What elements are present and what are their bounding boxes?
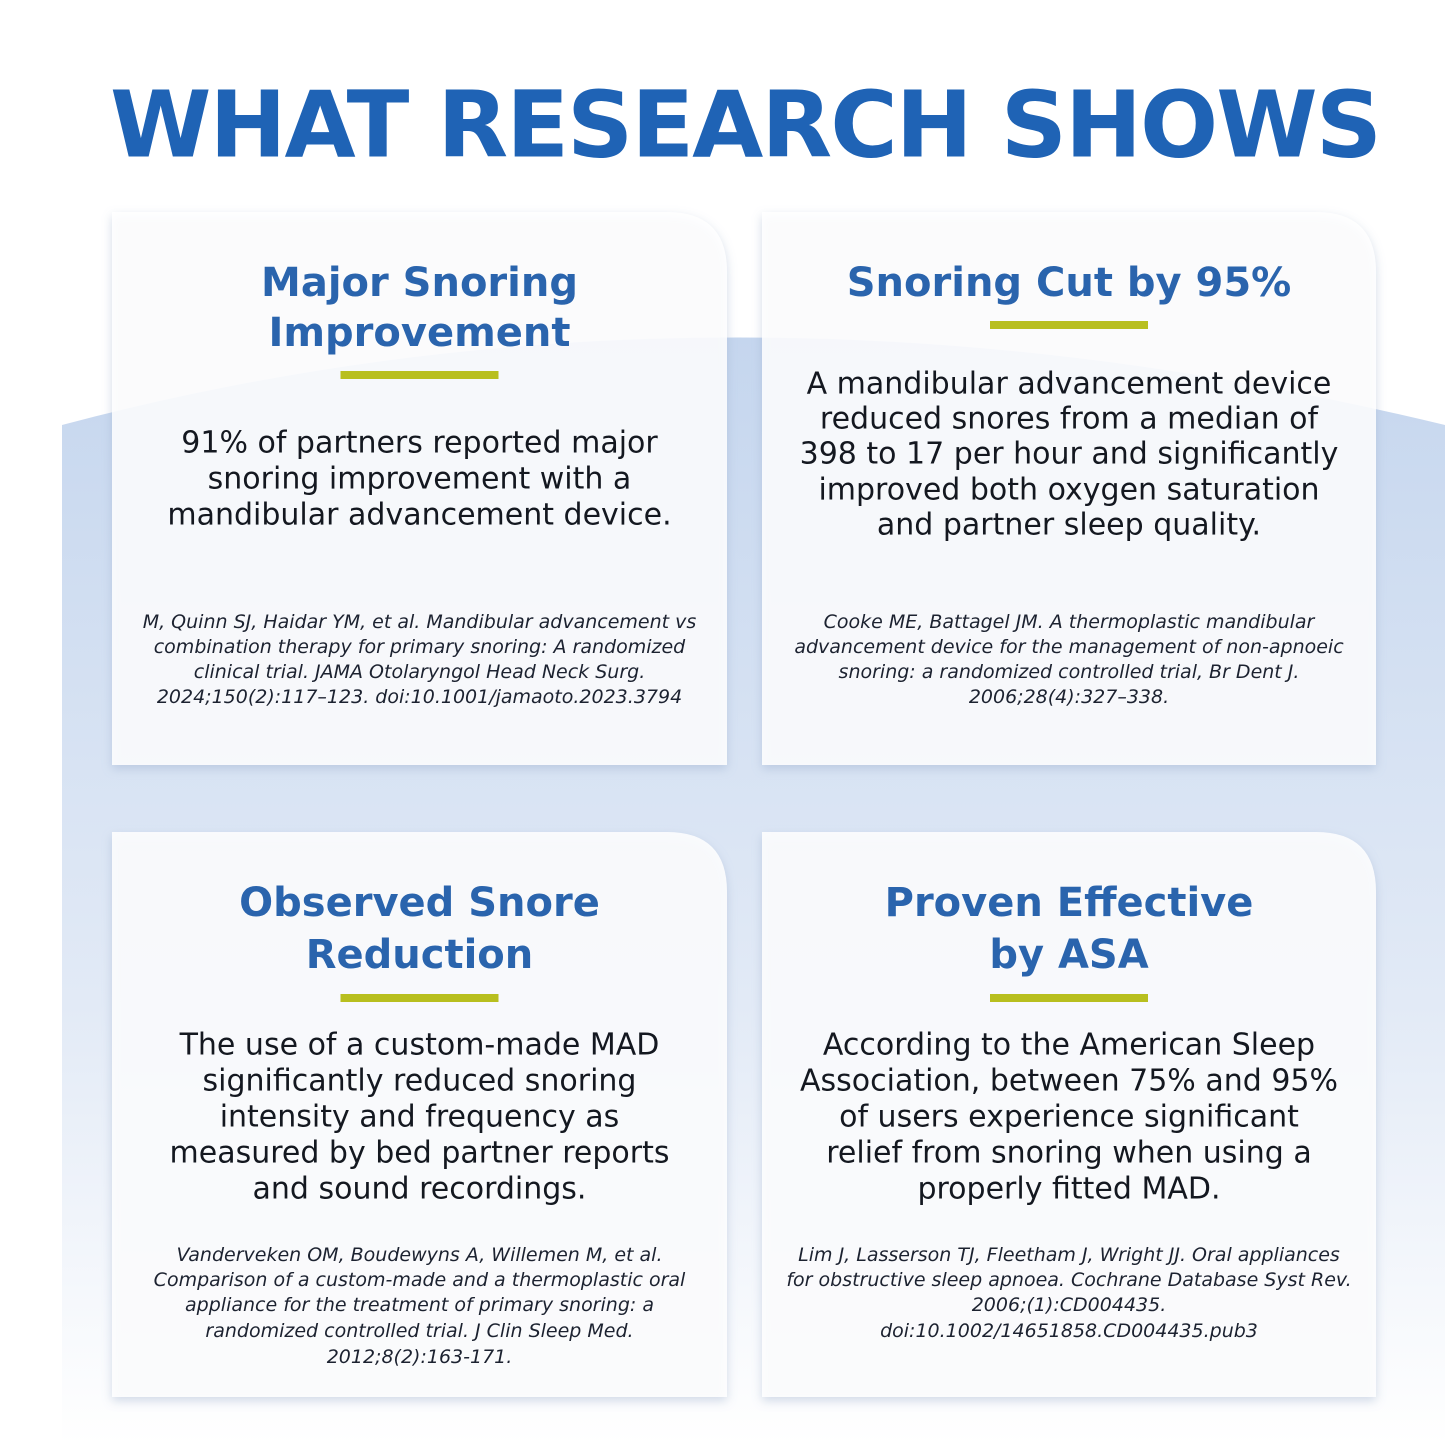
- card-body: intensity and frequency as: [220, 1100, 620, 1135]
- card-heading: by ASA: [989, 932, 1148, 978]
- card-body: Association, between 75% and 95%: [800, 1064, 1338, 1099]
- title: WHAT RESEARCH SHOWS: [110, 72, 1380, 179]
- card-body: mandibular advancement device.: [167, 498, 671, 533]
- card-body: relief from snoring when using a: [826, 1136, 1311, 1171]
- citation: Comparison of a custom-made and a thermo…: [154, 1269, 686, 1291]
- card-body: properly fitted MAD.: [917, 1172, 1220, 1207]
- card-body: 91% of partners reported major: [181, 426, 658, 461]
- card-body: and partner sleep quality.: [877, 508, 1261, 543]
- card-body: According to the American Sleep: [823, 1028, 1315, 1063]
- accent-bar: [340, 994, 499, 1002]
- accent-bar: [990, 994, 1148, 1002]
- citation: 2024;150(2):117–123. doi:10.1001/jamaoto…: [157, 686, 682, 708]
- accent-bar: [990, 321, 1148, 329]
- accent-bar: [340, 371, 499, 379]
- card-body: reduced snores from a median of: [820, 402, 1320, 437]
- card-heading: Improvement: [268, 310, 570, 356]
- citation: advancement device for the management of…: [794, 636, 1344, 658]
- citation: Cooke ME, Battagel JM. A thermoplastic m…: [824, 611, 1316, 633]
- citation: randomized controlled trial. J Clin Slee…: [205, 1320, 633, 1342]
- card-body: significantly reduced snoring: [203, 1064, 637, 1099]
- card-heading: Reduction: [306, 932, 534, 978]
- card-body: of users experience significant: [839, 1100, 1299, 1135]
- card: [112, 832, 727, 1397]
- citation: clinical trial. JAMA Otolaryngol Head Ne…: [194, 661, 645, 683]
- card-heading: Major Snoring: [261, 260, 578, 306]
- citation: Lim J, Lasserson TJ, Fleetham J, Wright …: [798, 1244, 1340, 1266]
- card-body: snoring improvement with a: [208, 462, 632, 497]
- citation: appliance for the treatment of primary s…: [185, 1294, 654, 1316]
- citation: Vanderveken OM, Boudewyns A, Willemen M,…: [176, 1244, 662, 1266]
- citation: 2006;(1):CD004435.: [972, 1294, 1167, 1316]
- card: [112, 212, 727, 765]
- citation: M, Quinn SJ, Haidar YM, et al. Mandibula…: [143, 611, 697, 633]
- citation: 2006;28(4):327–338.: [969, 686, 1169, 708]
- card: [762, 832, 1376, 1397]
- card-body: 398 to 17 per hour and significantly: [800, 437, 1339, 472]
- card-body: and sound recordings.: [253, 1172, 587, 1207]
- citation: doi:10.1002/14651858.CD004435.pub3: [880, 1320, 1258, 1342]
- citation: for obstructive sleep apnoea. Cochrane D…: [786, 1269, 1351, 1291]
- card-heading: Proven Effective: [885, 880, 1254, 926]
- card: [762, 212, 1376, 765]
- card-heading: Snoring Cut by 95%: [847, 260, 1292, 306]
- card-body: improved both oxygen saturation: [818, 473, 1319, 508]
- card-body: measured by bed partner reports: [170, 1136, 670, 1171]
- card-body: A mandibular advancement device: [807, 367, 1332, 402]
- citation: combination therapy for primary snoring:…: [154, 636, 686, 658]
- citation: snoring: a randomized controlled trial, …: [839, 661, 1300, 683]
- card-heading: Observed Snore: [239, 880, 600, 926]
- citation: 2012;8(2):163-171.: [327, 1346, 513, 1368]
- card-body: The use of a custom-made MAD: [179, 1028, 660, 1063]
